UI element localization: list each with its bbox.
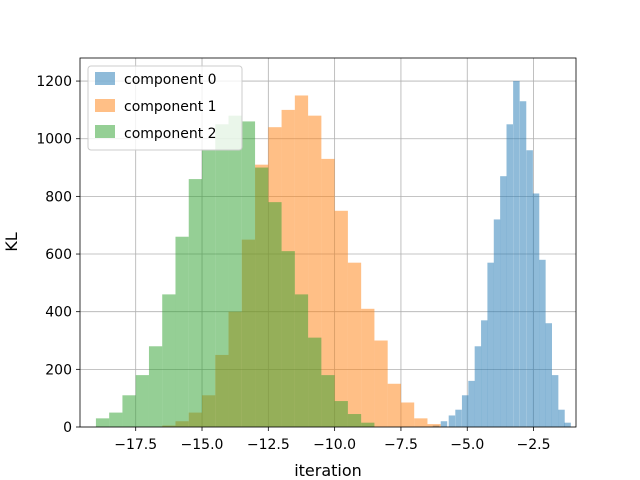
histogram-bar [427, 424, 441, 427]
histogram-bar [361, 422, 375, 427]
x-tick-label: −5.0 [450, 437, 484, 453]
x-axis-ticks: −17.5 −15.0 −12.5 −10.0 −7.5 −5.0 −2.5 [114, 427, 551, 453]
histogram-bar [215, 124, 229, 427]
histogram-bar [440, 421, 448, 427]
legend-swatch-component-1 [95, 99, 115, 112]
histogram-bar [487, 262, 494, 427]
histogram-bar [334, 401, 348, 427]
x-tick-label: −7.5 [384, 437, 418, 453]
histogram-bar [374, 340, 388, 427]
legend-label-component-2: component 2 [124, 126, 217, 142]
histogram-bar [347, 414, 362, 427]
histogram-bar [526, 150, 533, 427]
histogram-bar [493, 219, 501, 427]
histogram-bar [241, 121, 256, 427]
histogram-bar [294, 294, 309, 427]
histogram-bar [308, 337, 322, 427]
histogram-bar [400, 402, 415, 427]
histogram-bar [539, 259, 546, 427]
x-tick-label: −17.5 [114, 437, 157, 453]
y-tick-label: 0 [63, 420, 72, 436]
histogram-bar [255, 167, 269, 427]
histogram-bar [175, 236, 189, 427]
y-tick-label: 600 [45, 247, 72, 263]
x-tick-label: −2.5 [517, 437, 551, 453]
histogram-bar [268, 202, 282, 427]
histogram-bar [414, 418, 428, 427]
histogram-bar [321, 158, 335, 427]
histogram-bar [513, 81, 520, 427]
y-tick-label: 400 [45, 305, 72, 321]
y-tick-label: 1000 [36, 132, 72, 148]
legend-swatch-component-2 [95, 125, 115, 138]
histogram-bar [448, 415, 456, 427]
histogram-bar [532, 193, 540, 427]
x-tick-label: −15.0 [181, 437, 224, 453]
histogram-bar [361, 308, 375, 427]
x-tick-label: −10.0 [313, 437, 356, 453]
histogram-bar [202, 150, 216, 427]
histogram-bar [162, 294, 176, 427]
histogram-bar [188, 179, 203, 427]
histogram-bar [148, 346, 163, 427]
histogram-bars [95, 81, 571, 427]
y-tick-label: 800 [45, 189, 72, 205]
y-tick-label: 200 [45, 362, 72, 378]
histogram-bar [321, 375, 335, 427]
series-component-0 [432, 81, 571, 427]
histogram-bar [135, 375, 149, 427]
histogram-bar [122, 395, 136, 427]
y-axis-label: KL [2, 232, 21, 251]
y-tick-label: 1200 [36, 74, 72, 90]
histogram-bar [461, 395, 469, 427]
legend: component 0 component 1 component 2 [87, 65, 243, 151]
histogram-bar [564, 422, 571, 427]
legend-swatch-component-0 [95, 72, 115, 85]
histogram-bar [545, 323, 552, 427]
histogram-bar [519, 101, 527, 427]
histogram-bar [281, 251, 295, 427]
histogram-bar [334, 210, 348, 427]
histogram-bar [506, 124, 514, 427]
histogram-bar [95, 418, 110, 427]
histogram-bar [551, 375, 559, 427]
histogram-bar [109, 412, 123, 427]
histogram-bar [474, 346, 482, 427]
histogram-bar [468, 380, 475, 427]
y-axis-ticks: 0 200 400 600 800 1000 1200 [36, 74, 80, 436]
histogram-bar [455, 409, 462, 427]
x-tick-label: −12.5 [247, 437, 290, 453]
legend-label-component-0: component 0 [124, 72, 217, 88]
histogram-bar [558, 409, 565, 427]
histogram-bar [500, 176, 507, 427]
histogram-bar [228, 115, 242, 427]
plot-frame [79, 57, 577, 428]
x-axis-label: iteration [294, 461, 362, 480]
histogram-bar [387, 383, 401, 427]
histogram-bar [481, 320, 488, 427]
legend-box [87, 65, 243, 151]
series-component-2 [95, 115, 375, 427]
histogram-bar [347, 262, 362, 427]
legend-label-component-1: component 1 [124, 99, 217, 115]
